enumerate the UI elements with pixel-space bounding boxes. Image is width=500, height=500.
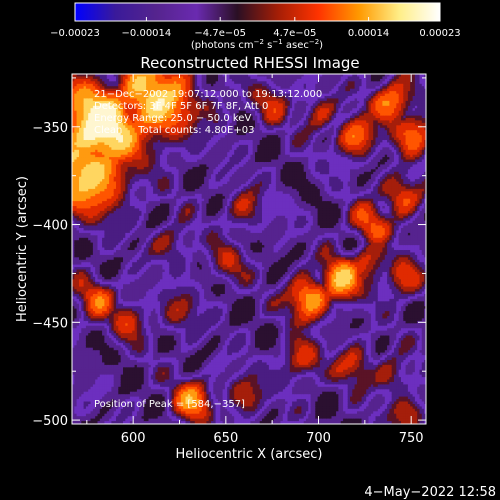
- colorbar-units: (photons cm−2 s−1 asec−2): [191, 38, 323, 51]
- colorbar-tick-label: 0.00014: [348, 28, 389, 39]
- colorbar: −0.00023 −0.00014 −4.7e−05 4.7e−05 0.00014 0.…: [50, 3, 461, 51]
- colorbar-tick-label: 0.00023: [419, 28, 460, 39]
- colorbar-tick-label: −0.00014: [122, 28, 172, 39]
- colorbar-tick-label: −4.7e−05: [194, 28, 246, 39]
- colorbar-strip: [75, 3, 440, 21]
- chart-title: Reconstructed RHESSI Image: [140, 54, 359, 72]
- colorbar-tick-label: −0.00023: [50, 28, 100, 39]
